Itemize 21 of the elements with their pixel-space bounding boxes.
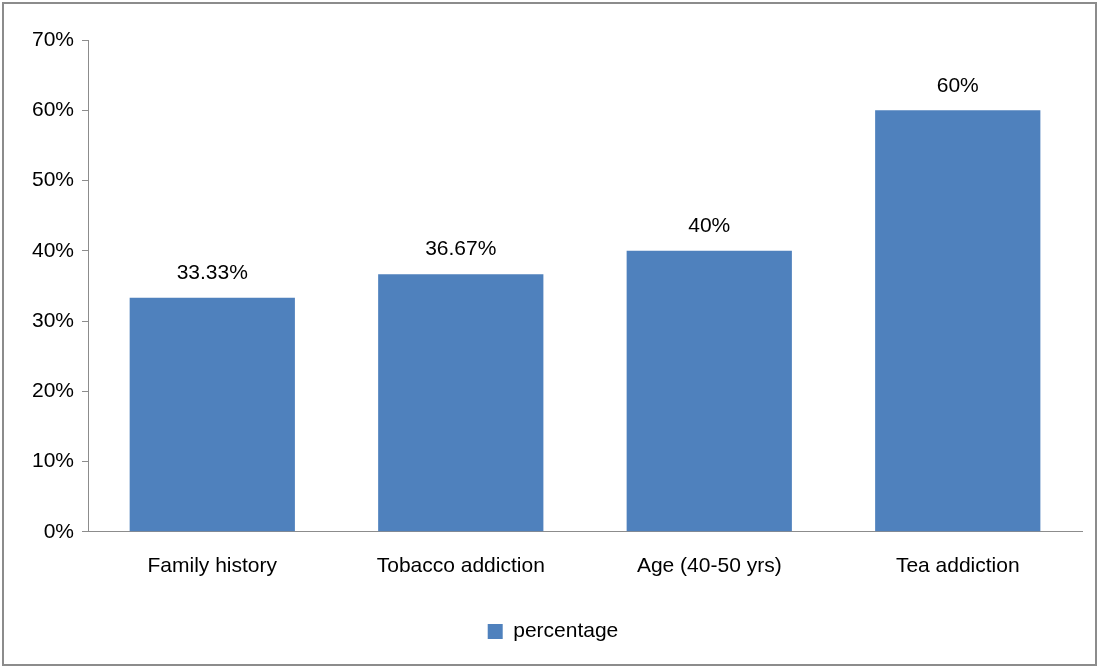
bar [378,274,544,532]
y-tick-label: 50% [32,167,75,191]
x-tick-label: Tobacco addiction [376,553,545,577]
bar [875,110,1041,532]
bar [129,297,295,532]
data-label: 33.33% [176,259,248,283]
y-tick-label: 10% [32,448,75,472]
y-tick-label: 70% [32,26,75,50]
y-tick-label: 60% [32,97,75,121]
y-tick-label: 40% [32,237,75,261]
legend-label: percentage [513,618,619,642]
y-tick-label: 30% [32,307,75,331]
y-tick-label: 20% [32,378,75,402]
data-label: 36.67% [425,236,497,260]
x-tick-label: Tea addiction [895,553,1020,577]
bar [626,250,792,532]
x-tick-label: Age (40-50 yrs) [636,553,782,577]
data-label: 40% [688,213,731,237]
data-label: 60% [936,72,979,96]
y-tick-label: 0% [43,518,75,542]
x-tick-label: Family history [147,553,278,577]
